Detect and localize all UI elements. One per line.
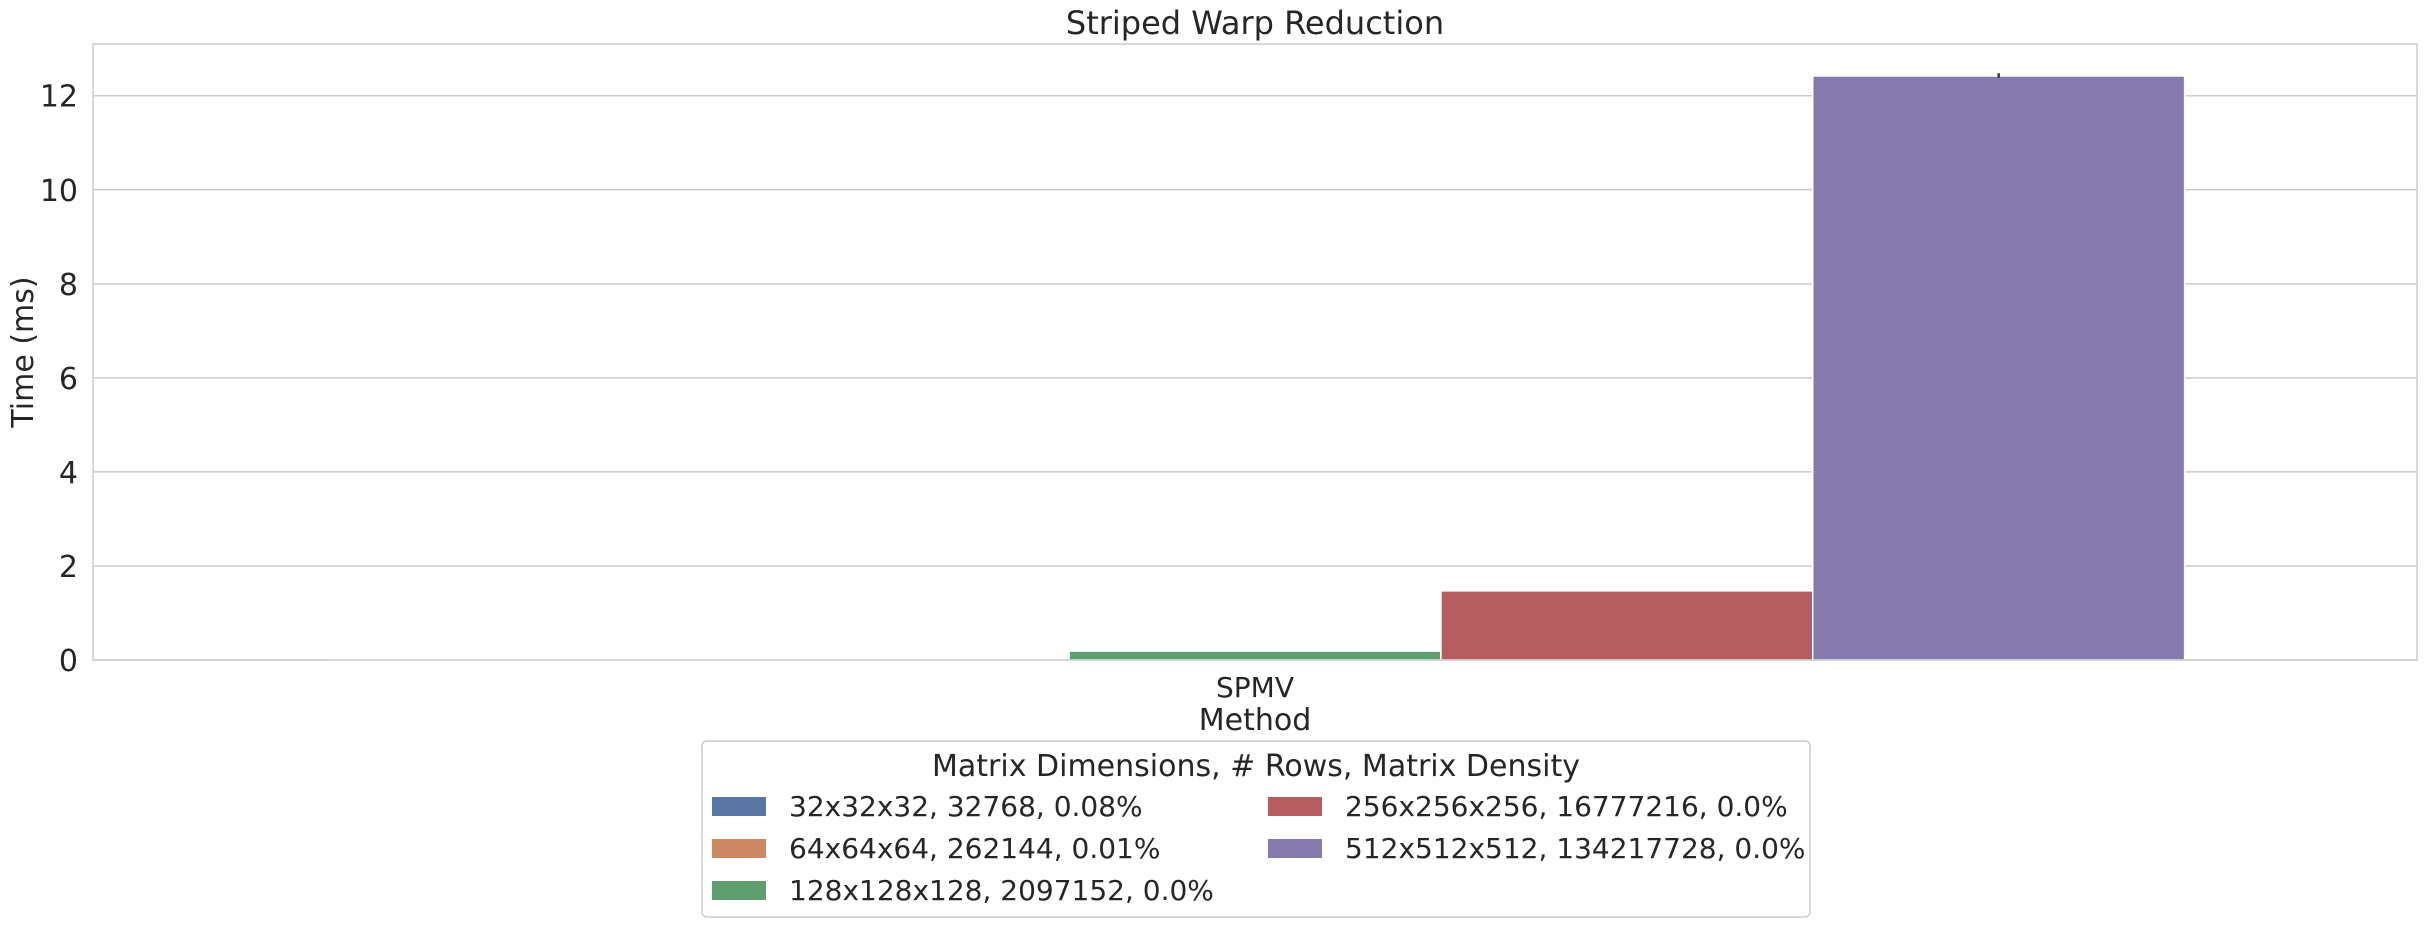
x-tick-label: SPMV [1216,671,1294,704]
legend-label: 32x32x32, 32768, 0.08% [789,790,1143,823]
legend-swatch [712,881,766,900]
legend-label: 256x256x256, 16777216, 0.0% [1345,790,1788,823]
legend-title: Matrix Dimensions, # Rows, Matrix Densit… [932,749,1580,784]
legend-items: 32x32x32, 32768, 0.08% 64x64x64, 262144, … [712,790,1806,907]
legend: Matrix Dimensions, # Rows, Matrix Densit… [701,740,1811,918]
plot-frame [92,43,2418,661]
legend-swatch [712,797,766,816]
y-tick-label: 0 [59,644,78,679]
x-tick-labels: SPMV [1216,671,1294,704]
y-axis-label: Time (ms) [6,276,41,428]
bar-spmv-series-4 [1440,590,1814,661]
y-tick-label: 10 [40,174,78,209]
x-axis-label: Method [1199,703,1312,738]
y-tick-label: 12 [40,80,78,115]
bar-spmv-series-3 [1068,650,1442,661]
y-tick-label: 2 [59,550,78,585]
y-tick-label: 6 [59,362,78,397]
bar-spmv-series-5 [1812,75,2186,661]
legend-swatch [712,839,766,858]
y-tick-label: 4 [59,456,78,491]
legend-box [701,740,1811,918]
legend-swatch [1268,797,1322,816]
legend-label: 512x512x512, 134217728, 0.0% [1345,832,1806,865]
legend-label: 64x64x64, 262144, 0.01% [789,832,1160,865]
y-tick-label: 8 [59,268,78,303]
legend-swatch [1268,839,1322,858]
y-tick-labels: 0 2 4 6 8 10 12 [40,80,78,679]
legend-label: 128x128x128, 2097152, 0.0% [789,874,1214,907]
chart-title: Striped Warp Reduction [1066,4,1444,42]
